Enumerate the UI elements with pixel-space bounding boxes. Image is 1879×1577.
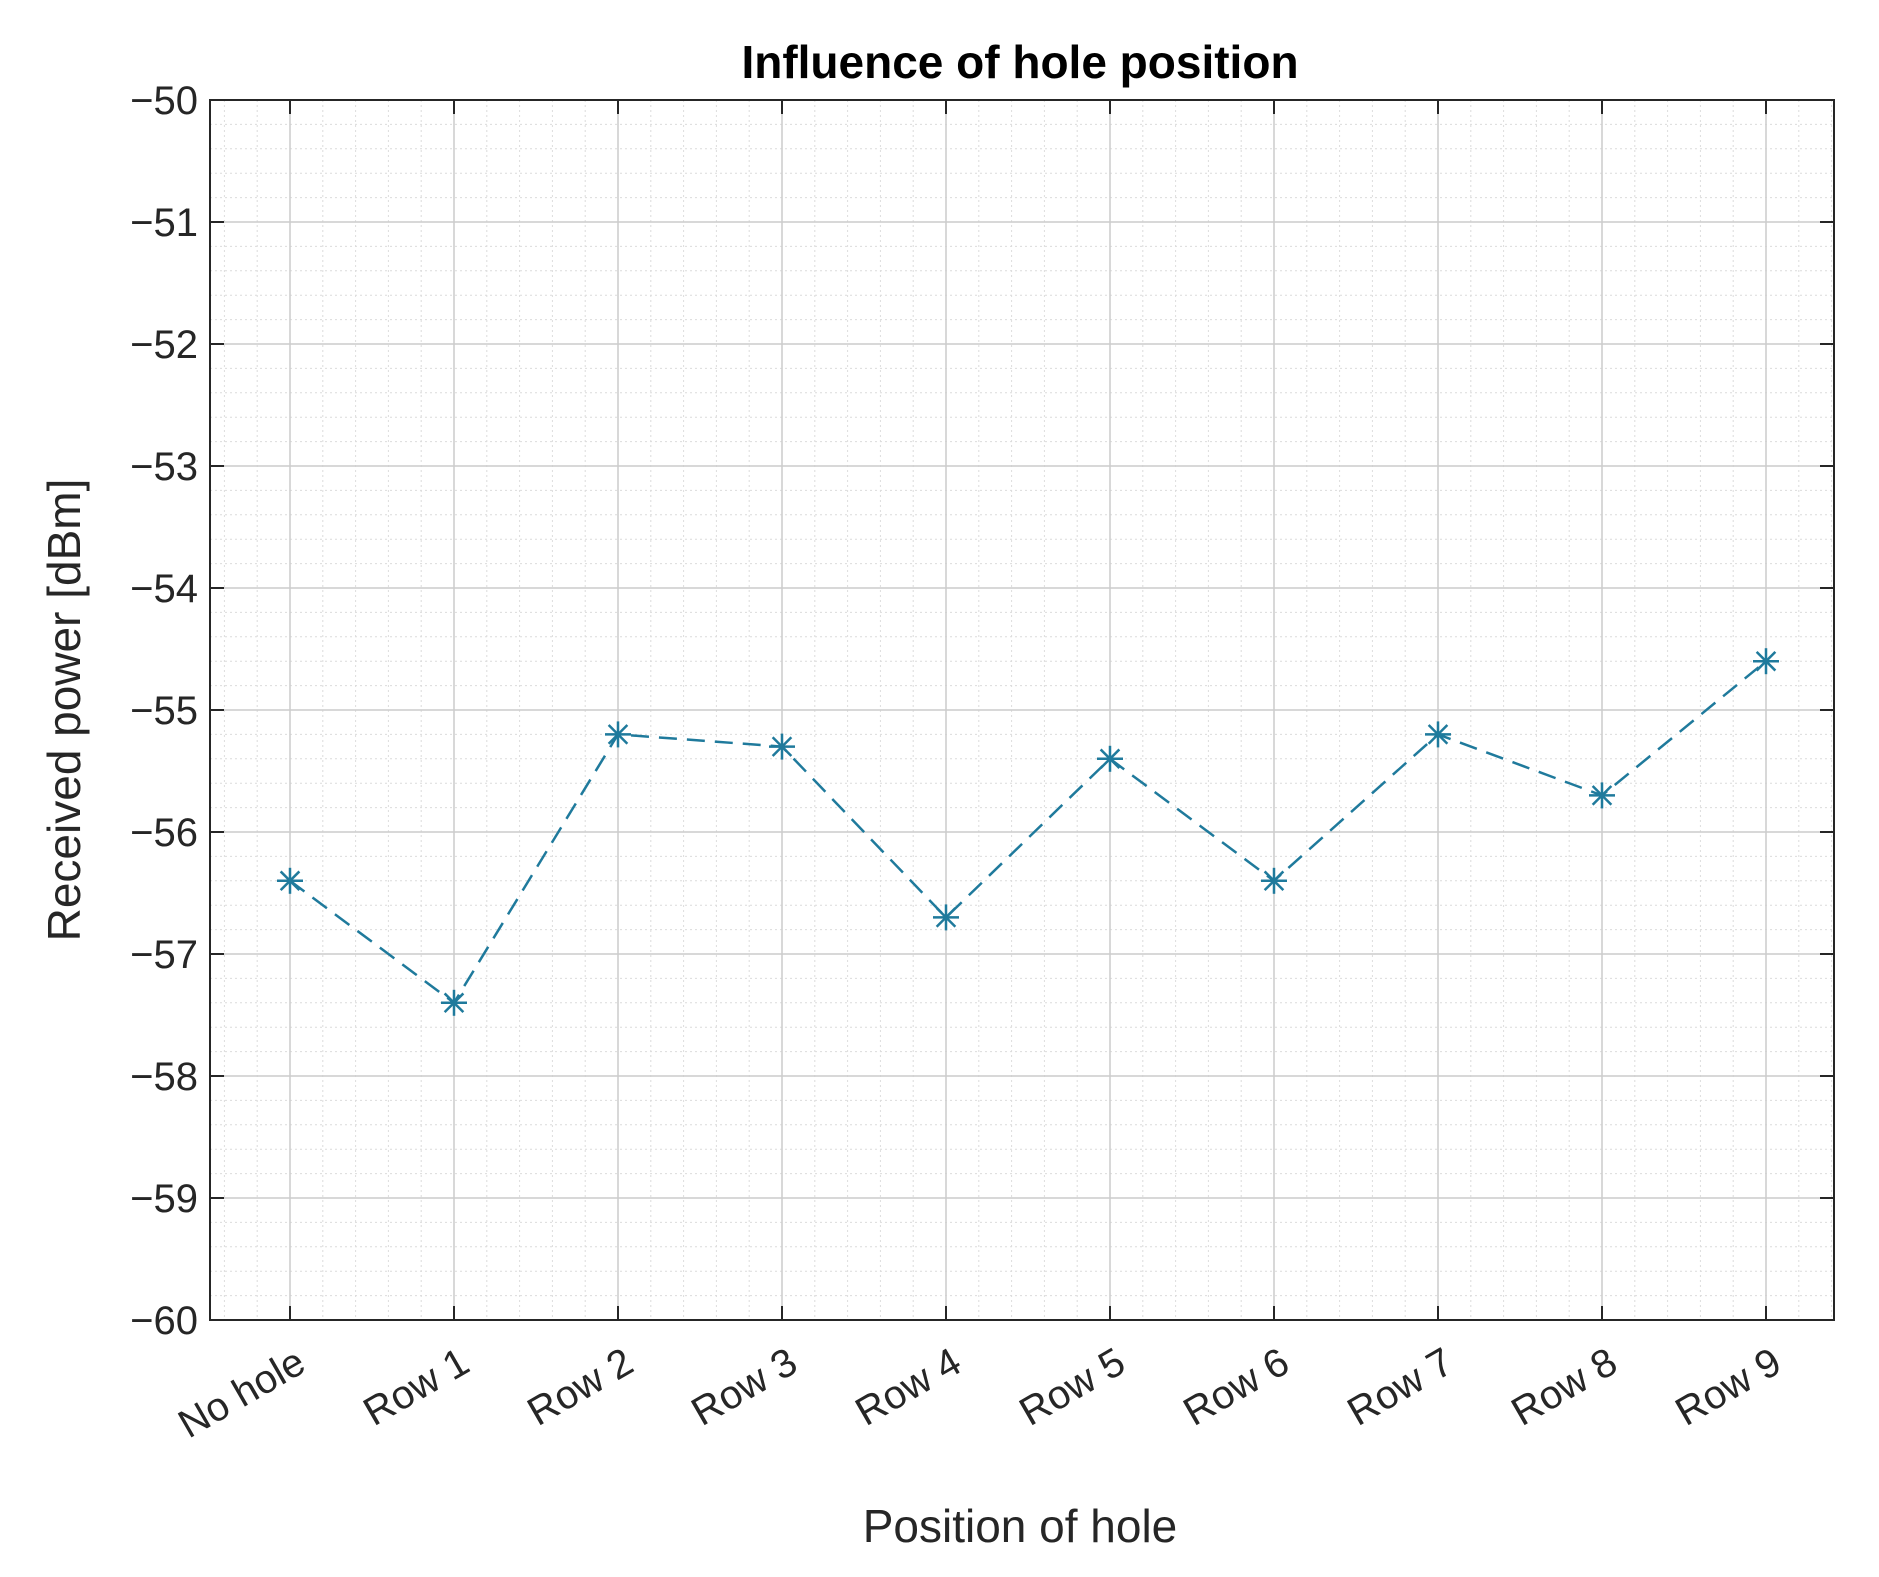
- data-point-marker: [1589, 782, 1615, 809]
- x-tick-label: Row 8: [1504, 1340, 1624, 1435]
- data-point-marker: [933, 904, 959, 931]
- x-axis-label: Position of hole: [863, 1500, 1178, 1552]
- y-tick-label: −54: [130, 567, 198, 611]
- series-line: [289, 660, 1767, 1005]
- data-point-marker: [769, 733, 795, 760]
- y-tick-label: −60: [130, 1299, 198, 1343]
- y-tick-label: −57: [130, 933, 198, 977]
- series-group: [277, 648, 1779, 1016]
- y-tick-label: −50: [130, 79, 198, 123]
- data-point-marker: [1261, 867, 1287, 894]
- y-axis-ticks: −50 −51 −52 −53 −54 −55 −56 −57 −58 −59 −60: [130, 79, 1834, 1343]
- x-tick-label: Row 3: [684, 1340, 804, 1435]
- x-tick-label: Row 7: [1340, 1340, 1460, 1435]
- y-axis-label: Received power [dBm]: [38, 479, 90, 942]
- data-point-marker: [277, 867, 303, 894]
- data-point-marker: [605, 721, 631, 748]
- x-tick-label: Row 1: [356, 1340, 476, 1435]
- x-tick-label: Row 2: [520, 1340, 640, 1435]
- y-tick-label: −59: [130, 1177, 198, 1221]
- data-point-marker: [1425, 721, 1451, 748]
- x-tick-label: Row 5: [1012, 1340, 1132, 1435]
- x-tick-label: Row 4: [848, 1340, 968, 1435]
- y-tick-label: −53: [130, 445, 198, 489]
- major-grid: [210, 99, 1834, 1321]
- y-tick-label: −58: [130, 1055, 198, 1099]
- data-point-marker: [1097, 745, 1123, 772]
- x-tick-label: Row 9: [1668, 1340, 1788, 1435]
- data-point-marker: [1753, 648, 1779, 675]
- y-tick-label: −56: [130, 811, 198, 855]
- data-point-marker: [441, 989, 467, 1016]
- chart-title: Influence of hole position: [741, 36, 1298, 88]
- y-tick-label: −51: [130, 201, 198, 245]
- x-tick-label: Row 6: [1176, 1340, 1296, 1435]
- x-tick-label: No hole: [171, 1340, 312, 1447]
- y-tick-label: −55: [130, 689, 198, 733]
- y-tick-label: −52: [130, 323, 198, 367]
